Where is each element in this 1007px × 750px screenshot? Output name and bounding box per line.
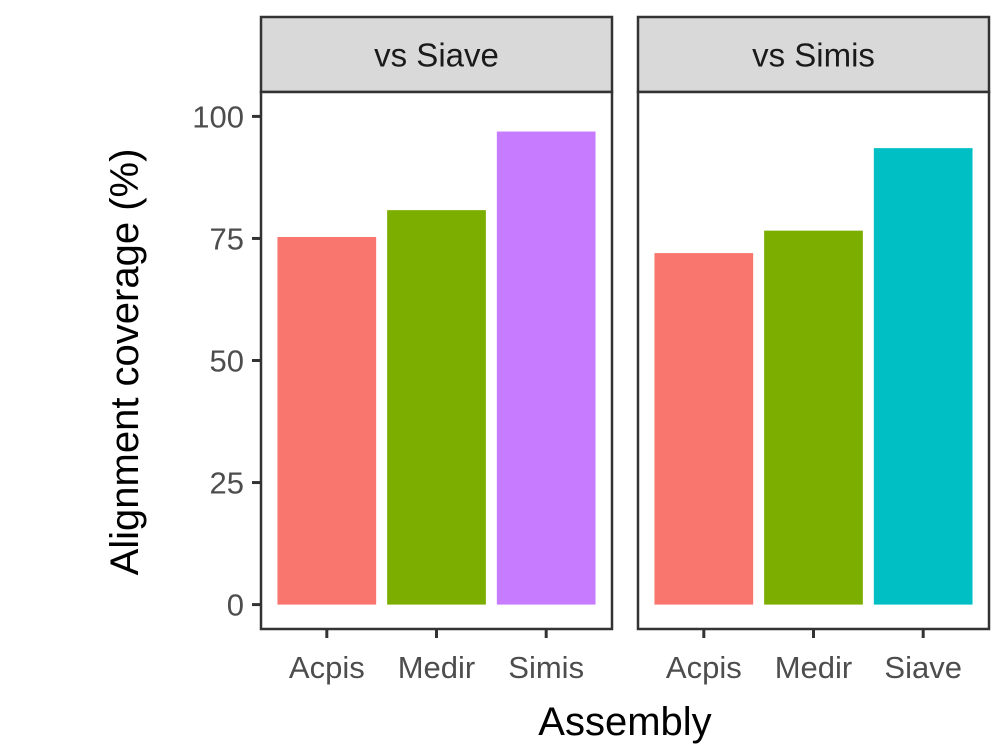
x-axis-title: Assembly [538, 700, 711, 744]
facet-panel: vs Simis Acpis Medir Siave [636, 15, 991, 685]
facet-strip [636, 15, 991, 94]
y-tick-label: 50 [210, 344, 244, 379]
bar [387, 210, 486, 605]
x-tick-label: Medir [775, 650, 853, 685]
x-tick-label: Simis [508, 650, 584, 685]
facet-panel: vs Siave Acpis Medir Simis [259, 15, 614, 685]
bar [654, 253, 754, 605]
y-tick-label: 25 [210, 466, 244, 501]
x-tick-label: Acpis [289, 650, 365, 685]
y-tick-label: 0 [227, 588, 244, 623]
x-tick-label: Medir [398, 650, 476, 685]
y-axis-title: Alignment coverage (%) [103, 149, 147, 576]
facet-strip [259, 15, 614, 94]
bar [496, 131, 596, 605]
facet-panels: vs Siave Acpis Medir Simis vs Simis Acpis Medi… [259, 15, 991, 685]
bar [277, 236, 377, 605]
y-axis: 0 25 50 75 100 [192, 99, 261, 623]
x-tick-label: Siave [884, 650, 962, 685]
facet-strip-label: vs Siave [374, 37, 499, 74]
bar [764, 230, 863, 605]
x-tick-label: Acpis [666, 650, 742, 685]
y-tick-label: 75 [210, 221, 244, 256]
bar [873, 148, 973, 605]
facet-strip-label: vs Simis [752, 37, 875, 74]
y-tick-label: 100 [192, 99, 244, 134]
